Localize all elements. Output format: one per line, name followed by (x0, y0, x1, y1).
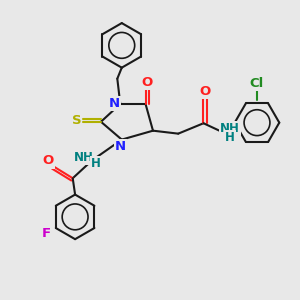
Text: N: N (109, 98, 120, 110)
Text: S: S (72, 114, 81, 127)
Text: O: O (200, 85, 211, 98)
Text: NH: NH (74, 151, 94, 164)
Text: Cl: Cl (250, 76, 264, 90)
Text: H: H (91, 157, 100, 170)
Text: O: O (42, 154, 54, 167)
Text: NH: NH (220, 122, 240, 135)
Text: O: O (142, 76, 153, 89)
Text: F: F (41, 227, 51, 240)
Text: H: H (225, 131, 235, 144)
Text: N: N (115, 140, 126, 153)
